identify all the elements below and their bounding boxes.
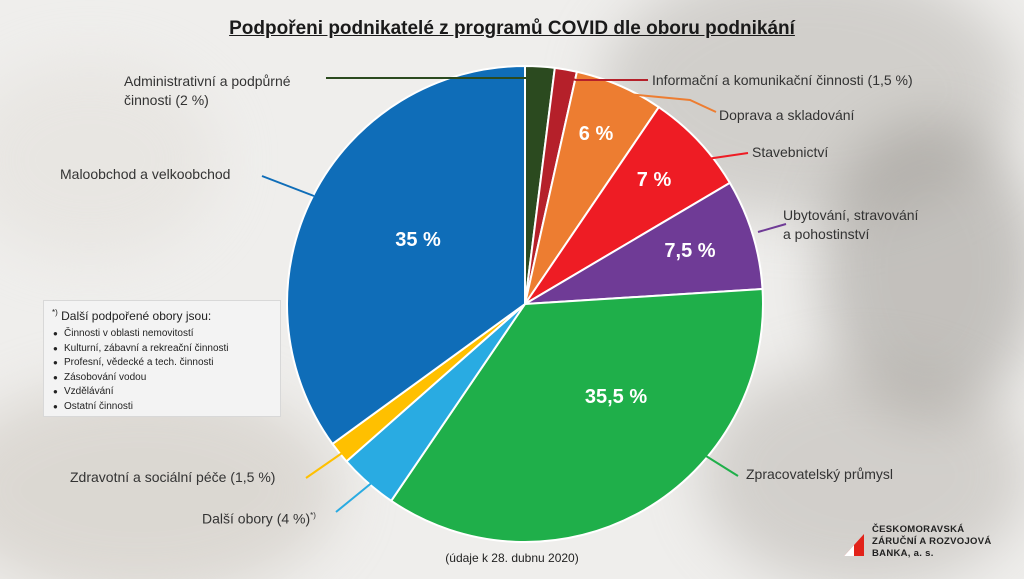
- leader-zdrav: [305, 450, 346, 479]
- pie-slice-5: [389, 287, 764, 543]
- pct-label-malo: 35 %: [395, 229, 441, 251]
- list-item: Ostatní činnosti: [53, 400, 280, 415]
- label-zdrav: Zdravotní a sociální péče (1,5 %): [70, 469, 276, 485]
- note-heading: *) Další podpořené obory jsou:: [52, 308, 212, 323]
- pie-slice-3: [524, 105, 732, 305]
- note-list: Činnosti v oblasti nemovitostí Kulturní,…: [52, 327, 280, 414]
- pct-label-zprac: 35,5 %: [585, 386, 647, 408]
- leader-info: [561, 75, 648, 81]
- label-info: Informační a komunikační činnosti (1,5 %…: [652, 72, 913, 88]
- other-sectors-note: *) Další podpořené obory jsou: Činnosti …: [43, 300, 281, 417]
- list-item: Zásobování vodou: [53, 371, 280, 386]
- leader-dalsi: [335, 480, 375, 513]
- leader-ubyt: [757, 223, 787, 233]
- label-malo: Maloobchod a velkoobchod: [60, 166, 231, 182]
- leader-doprava: [626, 93, 717, 113]
- label-zprac: Zpracovatelský průmysl: [746, 466, 894, 482]
- label-dalsi: Další obory (4 %)*): [202, 510, 316, 527]
- label-ubyt: Ubytování, stravování a pohostinství: [783, 207, 919, 242]
- leader-zprac: [705, 455, 739, 477]
- pct-label-ubyt: 7,5 %: [664, 240, 715, 262]
- leader-staveb: [699, 152, 749, 161]
- label-admin: Administrativní a podpůrné činnosti (2 %…: [124, 73, 291, 108]
- list-item: Vzdělávání: [53, 385, 280, 400]
- list-item: Profesní, vědecké a tech. činnosti: [53, 356, 280, 371]
- date-footnote: (údaje k 28. dubnu 2020): [445, 551, 579, 565]
- label-staveb: Stavebnictví: [752, 144, 829, 160]
- pct-label-staveb: 7 %: [637, 169, 672, 191]
- chart-title: Podpořeni podnikatelé z programů COVID d…: [229, 18, 795, 39]
- list-item: Kulturní, zábavní a rekreační činnosti: [53, 342, 280, 357]
- logo-mark-icon: [844, 534, 864, 556]
- cmzrb-logo: ČESKOMORAVSKÁ ZÁRUČNÍ A ROZVOJOVÁ BANKA,…: [842, 524, 1002, 568]
- pie-slice-4: [524, 181, 764, 305]
- pct-label-doprava: 6 %: [579, 123, 614, 145]
- list-item: Činnosti v oblasti nemovitostí: [53, 327, 280, 342]
- label-doprava: Doprava a skladování: [719, 107, 855, 123]
- leader-malo: [261, 175, 315, 197]
